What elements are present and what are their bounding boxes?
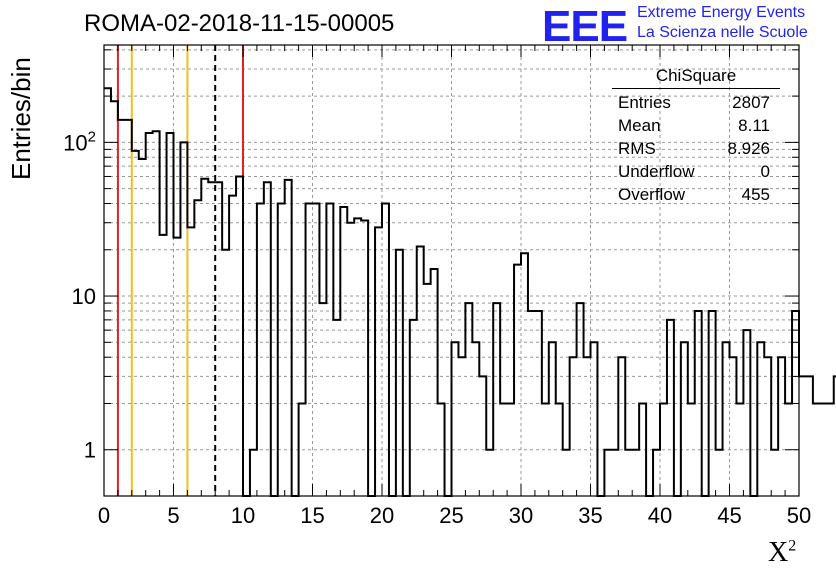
x-tick-label: 30	[509, 503, 533, 528]
stats-box-title: ChiSquare	[612, 66, 780, 89]
eee-logo: EEE	[542, 2, 628, 51]
stats-row: RMS 8.926	[618, 139, 770, 158]
y-tick-label: 1	[84, 438, 96, 463]
x-tick-labels: 0 5 10 15 20 25 30 35 40 45 50	[98, 503, 811, 528]
x-tick-label: 50	[787, 503, 811, 528]
x-tick-label: 5	[167, 503, 179, 528]
x-tick-label: 0	[98, 503, 110, 528]
grid-lines	[104, 45, 799, 496]
x-axis-label: X2	[768, 537, 797, 568]
stats-row: Mean 8.11	[618, 116, 770, 135]
stats-box: ChiSquare Entries 2807 Mean 8.11 RMS 8.926 …	[612, 66, 780, 206]
logo-text-line1: Extreme Energy Events	[637, 4, 806, 21]
x-tick-label: 40	[648, 503, 672, 528]
stats-row: Entries 2807	[618, 93, 770, 112]
stats-row: Overflow 455	[618, 185, 770, 204]
logo-text-line2: La Scienza nelle Scuole	[637, 24, 808, 41]
y-tick-label: 102	[63, 128, 96, 155]
x-tick-label: 25	[439, 503, 463, 528]
reference-lines	[116, 45, 244, 496]
axis-ticks	[103, 45, 800, 496]
x-tick-label: 45	[717, 503, 741, 528]
histogram-series	[104, 87, 836, 497]
stats-row: Underflow 0	[618, 162, 770, 181]
x-tick-label: 15	[300, 503, 324, 528]
x-tick-label: 10	[231, 503, 255, 528]
chart-title: ROMA-02-2018-11-15-00005	[84, 10, 395, 37]
x-tick-label: 35	[578, 503, 602, 528]
x-tick-label: 20	[370, 503, 394, 528]
y-axis-label: Entries/bin	[6, 57, 36, 180]
y-tick-labels: 1 10 102	[63, 128, 96, 462]
y-tick-label: 10	[72, 284, 96, 309]
